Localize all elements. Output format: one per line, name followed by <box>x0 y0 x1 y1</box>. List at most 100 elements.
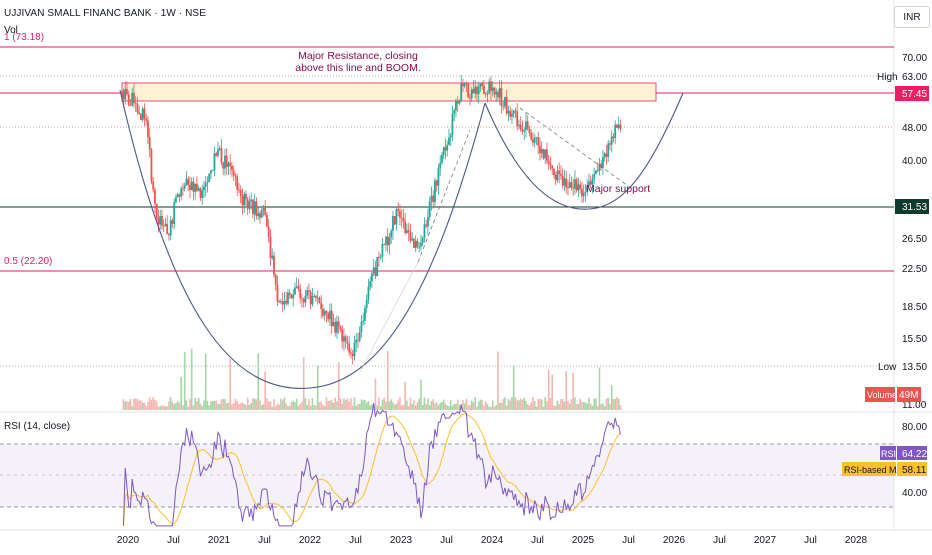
volume-bar <box>414 405 417 410</box>
candle-body <box>574 179 576 189</box>
candle-body <box>236 176 239 190</box>
candle-body <box>250 199 253 202</box>
candle-body <box>316 297 319 299</box>
volume-legend[interactable]: Vol <box>4 25 18 36</box>
candle-body <box>299 289 302 299</box>
candle-body <box>183 185 186 189</box>
volume-bar <box>476 406 478 410</box>
volume-bar <box>360 399 363 410</box>
support-annotation[interactable]: Major support <box>586 183 650 195</box>
cup-curve-small[interactable] <box>484 92 684 210</box>
candle-body <box>518 124 520 126</box>
volume-bar <box>215 400 217 410</box>
volume-bar <box>609 403 611 410</box>
candle-body <box>197 188 200 191</box>
candle-body <box>456 100 459 104</box>
currency-button[interactable]: INR <box>894 6 930 28</box>
resistance-zone[interactable] <box>121 82 657 102</box>
candle-body <box>273 255 275 275</box>
resistance-annotation-line2[interactable]: above this line and BOOM. <box>295 62 420 74</box>
candle-body <box>484 93 487 95</box>
volume-bar <box>159 406 161 410</box>
volume-bar <box>434 403 436 410</box>
volume-bar <box>196 400 198 410</box>
volume-bar <box>234 398 237 410</box>
volume-bar <box>378 397 380 410</box>
candle-body <box>376 256 379 277</box>
volume-bar <box>143 402 146 410</box>
volume-bar <box>203 400 205 410</box>
candle-body <box>161 215 163 226</box>
volume-bar <box>535 406 538 410</box>
volume-bar <box>187 406 189 410</box>
candle-body <box>532 139 534 143</box>
volume-bar <box>612 399 615 410</box>
volume-bar <box>343 398 345 410</box>
volume-bar <box>183 352 186 410</box>
candle-body <box>411 238 414 241</box>
candle-body <box>414 240 417 248</box>
volume-bar <box>355 405 357 410</box>
volume-bar <box>547 369 550 410</box>
rsi-legend[interactable]: RSI (14, close) <box>4 421 71 432</box>
volume-bar <box>441 401 443 410</box>
candle-body <box>609 143 611 145</box>
candle-body <box>325 311 328 314</box>
candle-body <box>283 300 286 305</box>
volume-bar <box>500 402 503 410</box>
candle-body <box>218 148 221 150</box>
candle-body <box>526 121 529 129</box>
candle-body <box>124 88 127 100</box>
volume-bar <box>395 403 398 410</box>
volume-bar <box>131 406 133 410</box>
symbol-title[interactable]: UJJIVAN SMALL FINANC BANK · 1W · NSE <box>4 8 206 19</box>
volume-bar <box>383 397 385 410</box>
time-axis-label: Jul <box>531 535 544 546</box>
candle-body <box>428 201 431 218</box>
candle-body <box>392 215 394 231</box>
volume-bar <box>155 401 158 410</box>
candle-body <box>451 113 454 136</box>
rsi-ma-badge-value: 58.11 <box>902 465 927 476</box>
candle-body <box>182 188 184 190</box>
cup-curve-large[interactable] <box>119 89 486 389</box>
candle-body <box>423 224 426 238</box>
candle-body <box>322 308 324 316</box>
volume-bar <box>365 402 368 410</box>
volume-bar <box>469 404 471 410</box>
candle-body <box>385 236 387 245</box>
volume-bar <box>385 401 387 410</box>
candle-body <box>357 339 359 341</box>
candle-body <box>203 186 205 191</box>
candle-body <box>330 310 333 327</box>
volume-bar <box>502 399 504 410</box>
volume-badge-value: 49M <box>899 390 918 401</box>
volume-bar <box>220 399 223 410</box>
volume-bar <box>549 397 552 410</box>
candle-body <box>176 194 179 198</box>
volume-bar <box>269 401 272 410</box>
volume-bar <box>607 397 609 410</box>
candle-body <box>614 124 617 139</box>
candle-body <box>616 124 618 128</box>
candle-body <box>269 236 272 259</box>
candle-body <box>535 137 538 139</box>
candle-body <box>210 170 212 174</box>
time-axis[interactable]: 2020 Jul 2021 Jul 2022 Jul 2023 Jul 2024 Jul 2025 J… <box>117 535 868 546</box>
volume-bar <box>600 404 602 410</box>
resistance-annotation-line1[interactable]: Major Resistance, closing <box>298 50 418 62</box>
volume-bar <box>124 401 126 410</box>
candle-body <box>346 341 349 344</box>
candle-body <box>588 181 590 186</box>
candle-body <box>290 294 293 299</box>
candle-body <box>509 110 512 117</box>
candle-body <box>420 242 422 247</box>
volume-bar <box>206 400 209 410</box>
volume-bar <box>582 402 585 410</box>
candle-body <box>497 91 499 98</box>
volume-bar <box>497 351 499 410</box>
candle-body <box>476 86 478 95</box>
candle-body <box>313 295 316 297</box>
time-axis-label: 2021 <box>208 535 231 546</box>
